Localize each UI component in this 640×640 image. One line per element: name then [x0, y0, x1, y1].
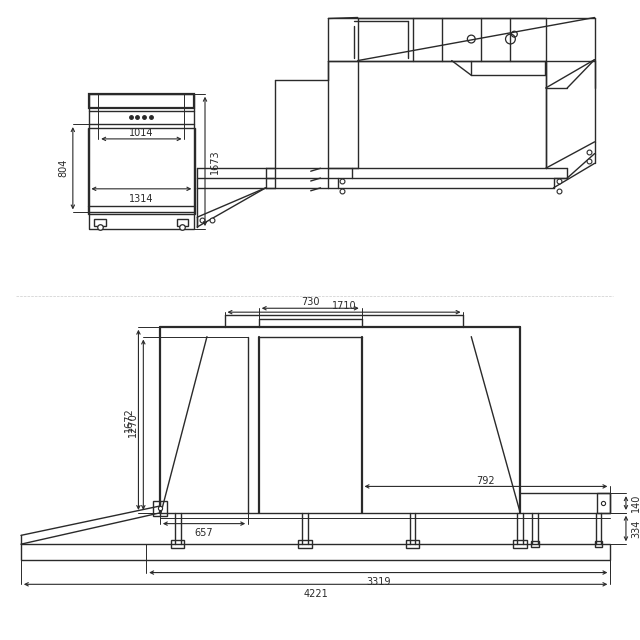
Text: 1014: 1014 [129, 128, 154, 138]
Bar [94, 219, 106, 225]
Bar [171, 540, 184, 548]
Text: 140: 140 [631, 494, 640, 512]
Text: 3319: 3319 [366, 577, 390, 588]
Bar [595, 541, 602, 547]
Text: 1673: 1673 [210, 149, 220, 173]
Text: 4221: 4221 [303, 589, 328, 599]
Bar [513, 540, 527, 548]
Bar [596, 493, 611, 513]
Text: 1710: 1710 [332, 301, 356, 311]
Bar [406, 540, 419, 548]
Text: 804: 804 [58, 159, 68, 177]
Text: 792: 792 [477, 476, 495, 486]
Bar [21, 544, 611, 560]
Bar [531, 541, 539, 547]
Bar [153, 501, 167, 516]
Text: 1672: 1672 [124, 408, 134, 432]
Bar [88, 94, 194, 108]
Bar [88, 94, 194, 229]
Text: 1270: 1270 [129, 412, 138, 437]
Text: 730: 730 [301, 298, 319, 307]
Bar [298, 540, 312, 548]
Text: 657: 657 [195, 529, 213, 538]
Bar [88, 128, 195, 214]
Text: 1314: 1314 [129, 194, 154, 204]
Bar [177, 219, 188, 225]
Text: 334: 334 [631, 519, 640, 538]
